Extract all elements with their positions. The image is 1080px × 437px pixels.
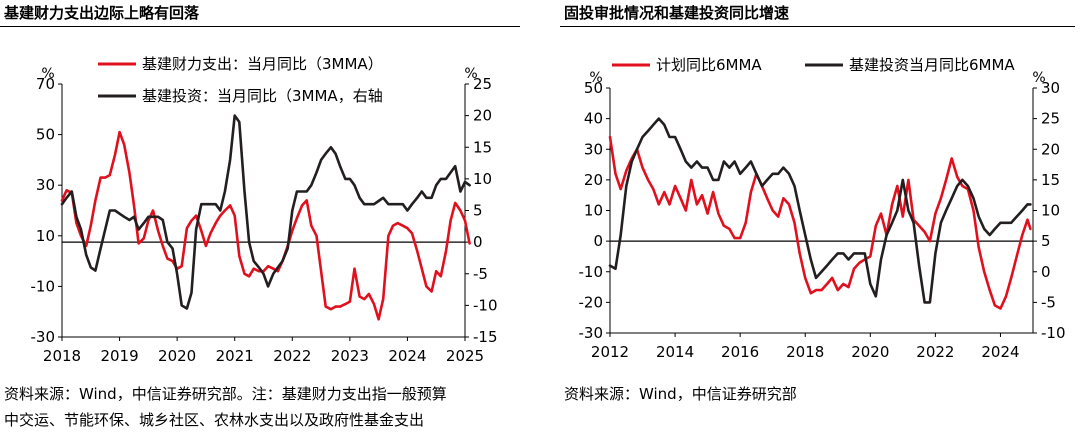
- y-right-tick-label: 30: [1041, 79, 1060, 97]
- y-right-tick-label: 5: [473, 202, 483, 220]
- y-left-tick-label: 30: [584, 140, 603, 158]
- chart-title: 基建财力支出边际上略有回落: [4, 4, 200, 22]
- unit-left: %: [41, 66, 54, 82]
- y-left-tick-label: 50: [36, 126, 55, 144]
- x-tick-label: 2018: [786, 343, 824, 361]
- y-left-tick-label: 50: [584, 79, 603, 97]
- y-right-tick-label: 0: [473, 233, 483, 251]
- y-right-tick-label: -10: [1041, 324, 1066, 342]
- y-left-tick-label: 10: [584, 202, 603, 220]
- y-left-tick-label: -10: [579, 263, 604, 281]
- x-tick-label: 2023: [331, 347, 369, 365]
- x-tick-label: 2022: [273, 347, 311, 365]
- x-tick-label: 2012: [591, 343, 629, 361]
- y-right-tick-label: -15: [473, 328, 498, 346]
- left-panel: 基建财力支出边际上略有回落 -30 -10 10 30 50 70 -15 -10 -5 0 5 10…: [0, 4, 520, 429]
- legend-label: 基建财力支出：当月同比（3MMA）: [142, 55, 383, 73]
- chart-title: 固投审批情况和基建投资同比增速: [564, 4, 790, 22]
- x-tick-label: 2014: [656, 343, 694, 361]
- y-left-tick-label: 70: [36, 75, 55, 93]
- source-line-1: 资料来源：Wind，中信证券研究部: [564, 385, 797, 403]
- title-rule: [0, 26, 520, 27]
- y-right-tick-label: 15: [473, 138, 492, 156]
- legend-label: 基建投资：当月同比（3MMA，右轴: [142, 87, 383, 105]
- right-panel: 固投审批情况和基建投资同比增速 -30 -20 -10 0 10 20 30 40 50 -10-…: [560, 0, 1080, 437]
- x-tick-label: 2016: [721, 343, 759, 361]
- y-left-tick-label: -30: [579, 324, 604, 342]
- x-tick-label: 2024: [388, 347, 426, 365]
- y-right-tick-label: -5: [1041, 293, 1056, 311]
- series-line: [608, 135, 1032, 310]
- y-right-tick-label: 15: [1041, 171, 1060, 189]
- y-right-tick-label: -5: [473, 265, 488, 283]
- y-right-tick-label: 0: [1041, 263, 1051, 281]
- unit-right: %: [464, 66, 477, 82]
- source-line-1: 资料来源：Wind，中信证券研究部。注：基建财力支出指一般预算: [4, 385, 447, 403]
- y-right-tick-label: -10: [473, 296, 498, 314]
- y-right-tick-label: 20: [1041, 140, 1060, 158]
- unit-left: %: [589, 70, 602, 86]
- y-right-tick-label: 10: [1041, 202, 1060, 220]
- x-tick-label: 2025: [446, 347, 484, 365]
- y-right-tick-label: 25: [473, 75, 492, 93]
- x-tick-label: 2018: [43, 347, 81, 365]
- y-left-tick-label: 20: [584, 171, 603, 189]
- y-left-tick-label: 30: [36, 176, 55, 194]
- y-left-tick-label: -10: [31, 277, 56, 295]
- series-line: [608, 117, 1032, 304]
- unit-right: %: [1032, 70, 1045, 86]
- y-left-tick-label: -30: [31, 328, 56, 346]
- y-right-tick-label: 5: [1041, 232, 1051, 250]
- title-rule: [560, 26, 1075, 27]
- x-tick-label: 2020: [851, 343, 889, 361]
- x-tick-label: 2020: [158, 347, 196, 365]
- legend-label: 基建投资当月同比6MMA: [849, 56, 1015, 74]
- legend-label: 计划同比6MMA: [656, 56, 762, 74]
- source-line-2: 中交运、节能环保、城乡社区、农林水支出以及政府性基金支出: [4, 411, 425, 429]
- y-right-tick-label: 10: [473, 170, 492, 188]
- series-line: [60, 114, 471, 310]
- x-tick-label: 2024: [981, 343, 1019, 361]
- x-tick-label: 2022: [916, 343, 954, 361]
- y-right-tick-label: 25: [1041, 110, 1060, 128]
- x-tick-label: 2021: [216, 347, 254, 365]
- series-line: [60, 130, 471, 321]
- x-tick-label: 2019: [100, 347, 138, 365]
- chart-right: -30 -20 -10 0 10 20 30 40 50 -10 -5 0 5 10 15 20 25 30 201…: [579, 56, 1066, 361]
- y-right-tick-label: 20: [473, 107, 492, 125]
- y-left-tick-label: 10: [36, 227, 55, 245]
- y-left-tick-label: -20: [579, 293, 604, 311]
- y-left-tick-label: 0: [593, 232, 603, 250]
- y-left-tick-label: 40: [584, 110, 603, 128]
